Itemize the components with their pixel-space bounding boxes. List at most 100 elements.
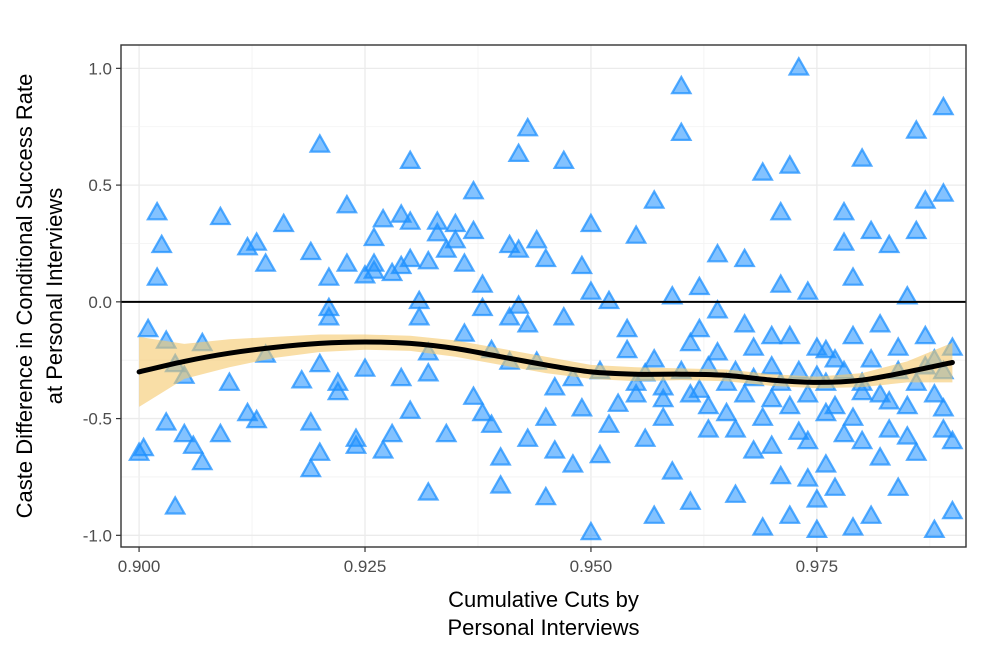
data-point [435, 238, 458, 258]
data-point [516, 312, 539, 333]
data-point [299, 457, 322, 478]
data-point [462, 179, 485, 200]
data-point [796, 467, 819, 487]
data-point [715, 401, 738, 422]
data-point [308, 133, 331, 153]
data-point [399, 247, 422, 268]
data-point [914, 324, 937, 345]
data-point [299, 411, 322, 431]
data-point [552, 305, 575, 326]
data-point [932, 418, 955, 438]
data-point [760, 434, 783, 454]
data-point [932, 396, 955, 417]
data-point [796, 280, 819, 300]
data-point [778, 504, 801, 524]
data-point [733, 247, 756, 268]
data-point [679, 331, 702, 352]
data-point [137, 317, 160, 338]
data-point [724, 418, 747, 438]
data-point [561, 453, 584, 473]
data-point [841, 324, 865, 345]
data-point [805, 488, 828, 508]
data-point [408, 289, 431, 310]
data-point [688, 275, 711, 296]
data-point [733, 312, 756, 333]
data-point [805, 518, 828, 539]
data-point [706, 298, 729, 319]
data-point [832, 422, 856, 443]
data-point [146, 200, 169, 221]
data-point [887, 476, 910, 496]
data-point [670, 74, 693, 95]
data-point [769, 273, 792, 293]
data-point [390, 366, 413, 387]
data-point [245, 408, 268, 429]
data-point [353, 357, 377, 377]
data-point [308, 441, 331, 461]
data-point [896, 425, 919, 445]
data-point [760, 324, 783, 345]
data-point [823, 476, 847, 496]
data-point [643, 504, 666, 524]
confidence-band-area [139, 334, 953, 407]
x-axis-title-line: Personal Interviews [448, 615, 640, 640]
data-point [471, 401, 494, 422]
data-point [715, 371, 738, 391]
data-point [733, 382, 756, 403]
data-point [417, 249, 440, 270]
data-point [597, 413, 621, 433]
y-axis-title: Caste Difference in Conditional Success … [12, 74, 67, 519]
data-point [399, 149, 422, 169]
data-point [724, 483, 747, 503]
data-point [245, 231, 268, 251]
data-point [417, 361, 440, 382]
data-point [869, 446, 892, 466]
data-point [851, 380, 874, 401]
data-point [308, 352, 331, 373]
data-point [209, 422, 232, 443]
data-point [616, 338, 639, 359]
data-point [317, 266, 340, 286]
y-tick-label: -0.5 [83, 410, 112, 429]
data-point [841, 266, 865, 286]
data-point [182, 434, 205, 454]
y-axis-title-line: at Personal Interviews [42, 188, 67, 404]
data-point [335, 252, 358, 272]
y-tick-label: -1.0 [83, 526, 112, 545]
data-point [507, 294, 530, 314]
data-point [155, 411, 178, 431]
data-point [317, 305, 340, 326]
data-point [390, 203, 413, 223]
data-point [751, 516, 774, 536]
data-point [923, 518, 946, 539]
data-point [616, 317, 639, 338]
data-point [209, 205, 232, 226]
data-point [272, 212, 295, 233]
x-tick-label: 0.900 [118, 557, 161, 576]
data-point [778, 154, 801, 174]
data-point [254, 252, 277, 272]
data-point [489, 446, 512, 466]
x-tick-label: 0.950 [570, 557, 613, 576]
data-point [150, 233, 173, 254]
data-point [498, 305, 521, 326]
data-point [462, 219, 485, 240]
x-axis-title: Cumulative Cuts by Personal Interviews [448, 587, 640, 640]
data-point [625, 224, 648, 244]
data-point [326, 380, 349, 401]
data-point [860, 504, 883, 524]
data-point [435, 422, 458, 443]
data-point [543, 375, 566, 396]
data-point [579, 212, 602, 233]
data-point [860, 347, 883, 368]
data-point [453, 322, 476, 342]
data-point [607, 392, 630, 412]
data-point [778, 394, 801, 415]
data-point [742, 439, 765, 459]
data-point [372, 439, 395, 459]
data-point [823, 347, 847, 368]
data-point [597, 289, 621, 310]
data-point [652, 387, 675, 408]
data-point [372, 207, 395, 228]
data-point [146, 266, 169, 286]
